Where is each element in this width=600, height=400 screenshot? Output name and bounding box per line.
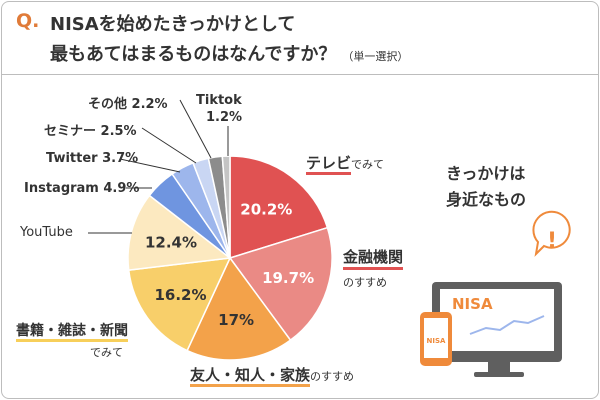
leader-line-seminar (141, 127, 197, 164)
label-bank-main: 金融機関 (343, 246, 404, 270)
question-mark: Q. (16, 10, 40, 32)
pie-value-label-1: 20.2% (240, 201, 292, 219)
bubble-exclamation: ! (547, 229, 557, 254)
question-header: Q. NISAを始めたきっかけとして 最もあてはまるものはなんですか？ （単一選択… (2, 2, 598, 75)
label-friends: 友人・知人・家族のすすめ (190, 364, 355, 387)
label-tv-sub: でみて (351, 158, 385, 171)
label-youtube: YouTube (20, 225, 73, 240)
monitor-nisa-text: NISA (452, 295, 493, 313)
pie-slice-5 (127, 194, 232, 271)
tagline-line1: きっかけは (446, 164, 526, 183)
leader-line-twitter (119, 158, 181, 173)
label-friends-sub: のすすめ (310, 370, 355, 383)
label-twitter: Twitter 3.7% (46, 151, 139, 166)
monitor-base (474, 372, 524, 377)
pie-value-label-2: 19.7% (262, 269, 314, 287)
pie-slice-3 (186, 256, 292, 361)
nisa-illustration: ! NISA NISA (420, 210, 571, 377)
question-title-line2-text: 最もあてはまるものはなんですか？ (50, 44, 337, 65)
question-title-line1: NISAを始めたきっかけとして (50, 14, 296, 35)
smartphone-screen (424, 318, 448, 358)
leader-lines (88, 99, 229, 234)
speech-bubble-icon (532, 210, 571, 257)
pie-slices (127, 155, 333, 361)
pie-value-labels: 20.2% 19.7% 17% 16.2% 12.4% (145, 201, 314, 329)
label-other: その他 2.2% (88, 97, 168, 112)
label-books-sub: でみて (90, 346, 123, 359)
label-bank-sub: のすすめ (343, 276, 387, 289)
label-seminar: セミナー 2.5% (44, 124, 137, 139)
label-tv-main: テレビ (306, 154, 352, 175)
label-tiktok-value: 1.2% (206, 110, 243, 125)
single-choice-note: （単一選択） (342, 50, 409, 63)
smartphone-nisa-text: NISA (427, 337, 447, 345)
pie-slice-10 (221, 155, 231, 259)
monitor-chart-line-icon (469, 315, 545, 335)
question-title-line2: 最もあてはまるものはなんですか？ （単一選択） (50, 40, 408, 66)
pie-value-label-3: 17% (218, 311, 254, 329)
label-instagram: Instagram 4.9% (24, 181, 140, 196)
label-tiktok-name: Tiktok (196, 93, 242, 108)
leader-line-other (179, 99, 212, 159)
pie-slice-1 (229, 155, 329, 260)
pie-value-label-5: 12.4% (145, 234, 197, 252)
monitor-stand (488, 362, 510, 372)
pie-value-label-4: 16.2% (154, 286, 206, 304)
label-friends-main: 友人・知人・家族 (190, 366, 311, 387)
pie-slice-4 (127, 257, 232, 352)
tagline-line2: 身近なもの (446, 190, 527, 209)
label-books-main: 書籍・雑誌・新聞 (16, 320, 128, 342)
pie-slice-2 (228, 226, 333, 342)
label-tv: テレビでみて (306, 152, 385, 175)
